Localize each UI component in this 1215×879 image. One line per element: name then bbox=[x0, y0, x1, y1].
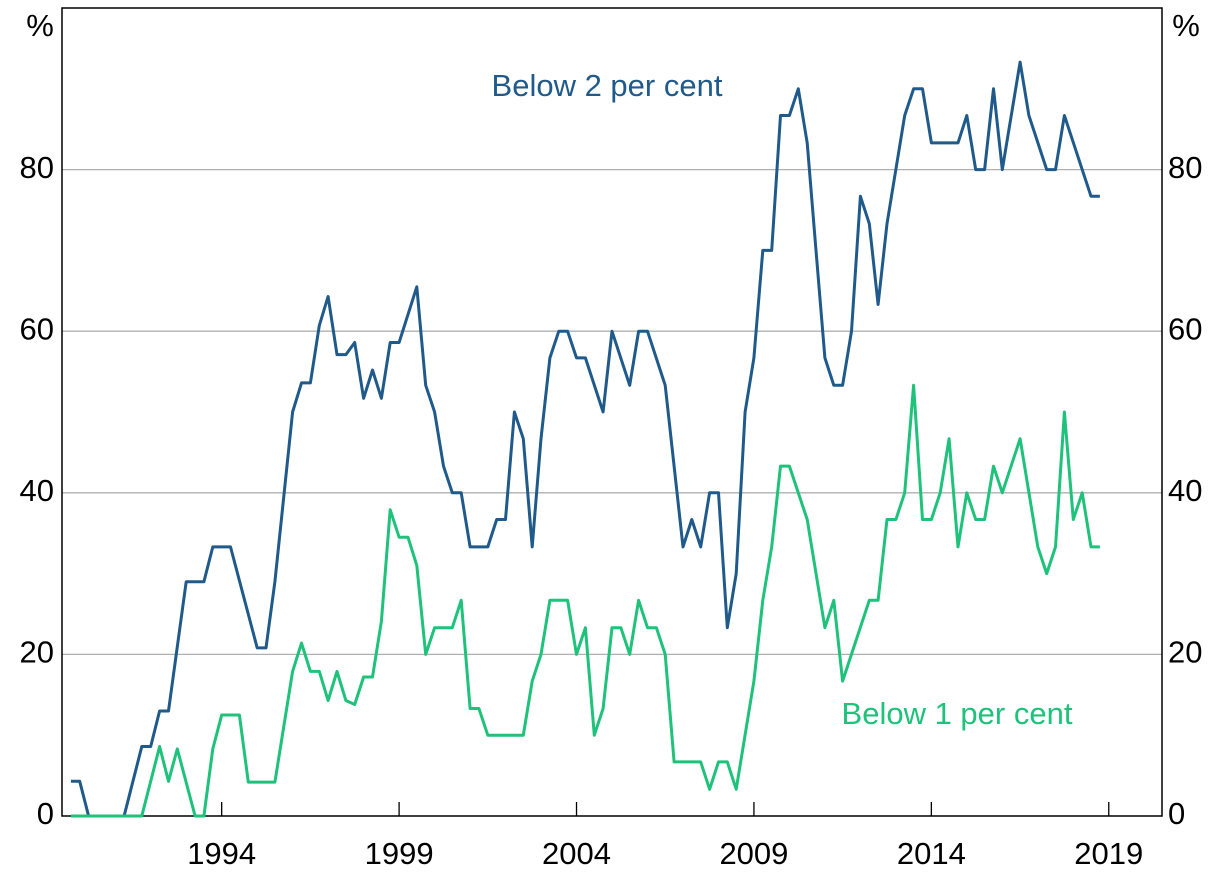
y-tick-label: 20 bbox=[20, 635, 54, 670]
x-tick-label: 2014 bbox=[897, 836, 966, 871]
x-tick-label: 2009 bbox=[719, 836, 788, 871]
x-tick-label: 1994 bbox=[187, 836, 256, 871]
y-tick-label: 0 bbox=[37, 796, 54, 831]
series-line bbox=[70, 60, 1100, 818]
x-tick-label: 2004 bbox=[542, 836, 611, 871]
y2-unit: % bbox=[1172, 8, 1200, 43]
y2-tick-label: 60 bbox=[1168, 311, 1202, 346]
y-tick-label: 40 bbox=[20, 473, 54, 508]
y-tick-label: 60 bbox=[20, 311, 54, 346]
y-tick-label: 80 bbox=[20, 150, 54, 185]
x-tick-label: 2019 bbox=[1074, 836, 1143, 871]
series-label: Below 2 per cent bbox=[492, 68, 723, 103]
y-unit: % bbox=[26, 8, 54, 43]
x-tick-label: 1999 bbox=[365, 836, 434, 871]
series-line bbox=[70, 383, 1100, 818]
plot-frame bbox=[61, 7, 1163, 817]
y2-tick-label: 20 bbox=[1168, 635, 1202, 670]
series-label: Below 1 per cent bbox=[842, 696, 1073, 731]
y2-tick-label: 40 bbox=[1168, 473, 1202, 508]
y2-tick-label: 0 bbox=[1168, 796, 1185, 831]
y2-tick-label: 80 bbox=[1168, 150, 1202, 185]
